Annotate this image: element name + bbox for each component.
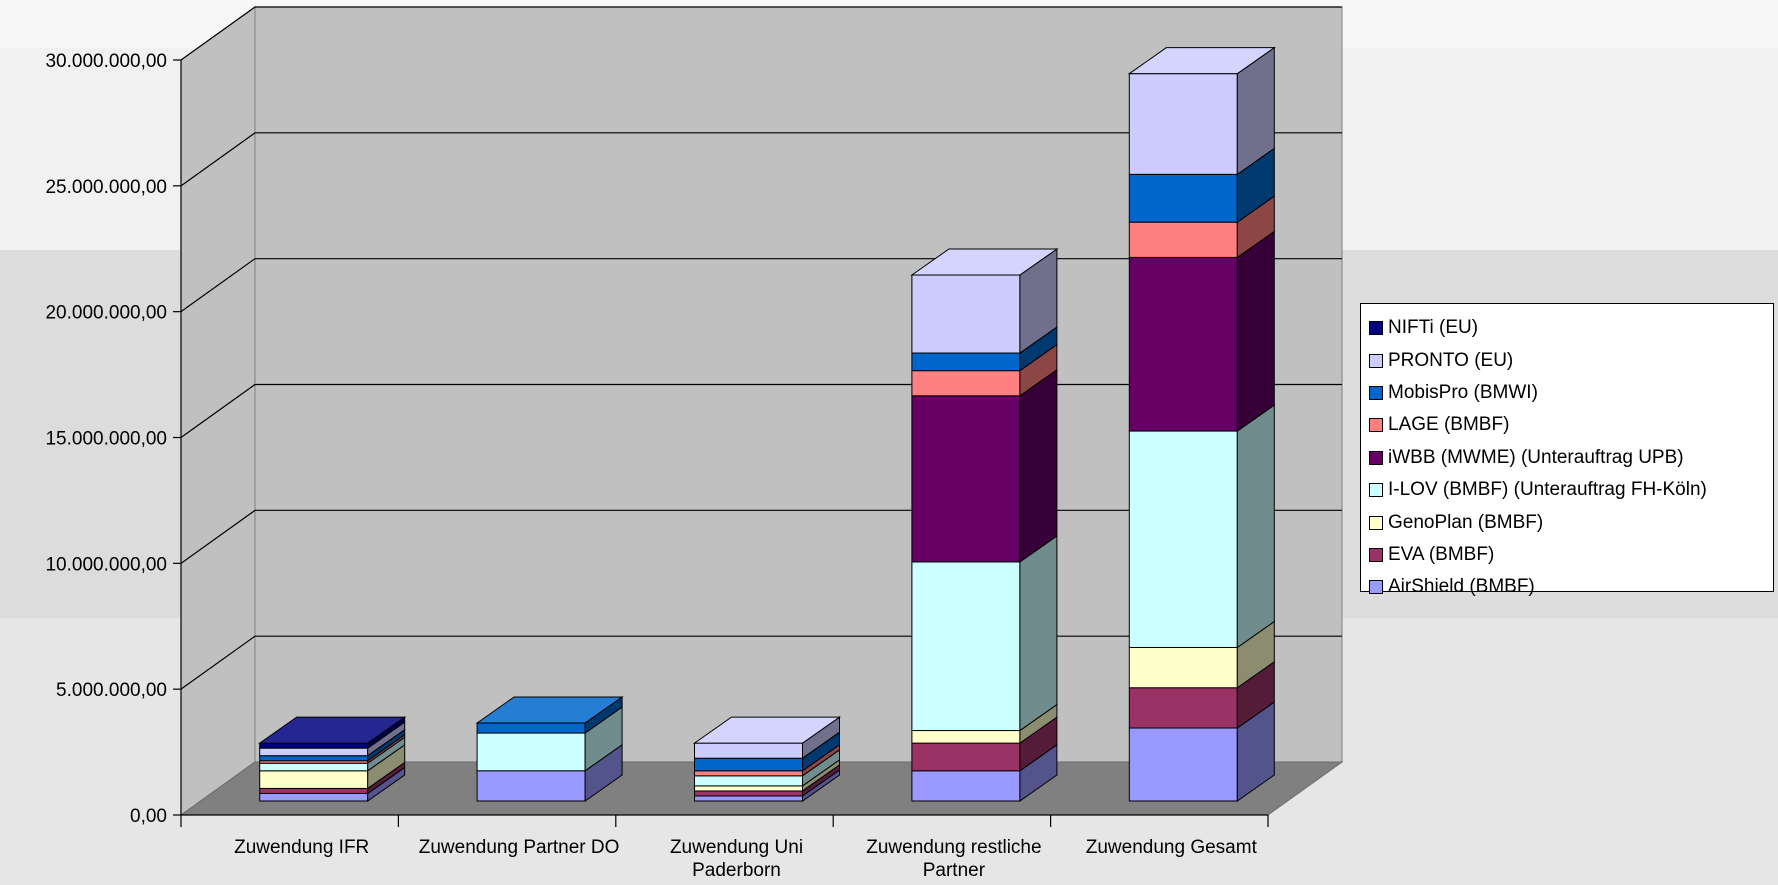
- legend-swatch: [1369, 418, 1383, 433]
- legend-item: GenoPlan (BMBF): [1361, 506, 1773, 538]
- bar-1-series-0-front: [476, 770, 586, 802]
- bar-2-series-1-front: [694, 790, 803, 797]
- chart-legend: NIFTi (EU) PRONTO (EU) MobisPro (BMWI) LAGE…: [1360, 303, 1774, 597]
- category-label-1: Zuwendung Partner DO: [419, 837, 620, 858]
- legend-item: NIFTi (EU): [1361, 312, 1773, 344]
- bar-2-series-0-front: [694, 795, 803, 802]
- legend-item: AirShield (BMBF): [1361, 571, 1773, 603]
- legend-label: MobisPro (BMWI): [1388, 381, 1538, 403]
- legend-item: MobisPro (BMWI): [1361, 377, 1773, 409]
- bar-4-series-2-front: [1128, 646, 1238, 689]
- bar-3-series-2-front: [911, 730, 1021, 744]
- bar-2-series-7-front: [694, 742, 803, 759]
- legend-swatch: [1369, 385, 1383, 400]
- category-label-2: Zuwendung Uni Paderborn: [670, 837, 803, 881]
- y-tick-label-0: 0,00: [130, 806, 167, 827]
- legend-swatch: [1369, 450, 1383, 465]
- bar-4-series-3-front: [1128, 430, 1238, 648]
- bar-4-series-0-front: [1128, 727, 1238, 802]
- bar-1-series-6-front: [476, 722, 586, 734]
- bar-4-series-7-front: [1128, 73, 1238, 175]
- legend-label: I-LOV (BMBF) (Unterauftrag FH-Köln): [1388, 479, 1707, 501]
- legend-label: NIFTi (EU): [1388, 317, 1479, 339]
- legend-label: PRONTO (EU): [1388, 349, 1514, 371]
- bar-1-series-3-front: [476, 732, 586, 772]
- legend-label: iWBB (MWME) (Unterauftrag UPB): [1388, 446, 1684, 468]
- bar-0-series-1-front: [259, 787, 369, 794]
- bar-2-series-3-front: [694, 775, 803, 787]
- bar-2-series-5-front: [694, 770, 803, 777]
- legend-label: EVA (BMBF): [1388, 543, 1495, 565]
- bar-0-series-2-front: [259, 770, 369, 789]
- bar-3-series-0-front: [911, 770, 1021, 802]
- legend-label: AirShield (BMBF): [1388, 576, 1535, 598]
- y-tick-label-5: 25.000.000,00: [45, 177, 167, 198]
- bar-3-series-4-front: [911, 395, 1021, 563]
- legend-item: LAGE (BMBF): [1361, 409, 1773, 441]
- bar-3-series-5-front: [911, 370, 1021, 397]
- y-tick-label-1: 5.000.000,00: [56, 680, 167, 701]
- legend-item: iWBB (MWME) (Unterauftrag UPB): [1361, 442, 1773, 474]
- bar-4-series-4-front: [1128, 256, 1238, 432]
- gridline-6: [180, 6, 1342, 61]
- category-label-4: Zuwendung Gesamt: [1086, 837, 1258, 858]
- bar-0-series-8-front: [259, 742, 369, 749]
- legend-swatch: [1369, 580, 1383, 595]
- bar-2-top-face: [692, 716, 842, 744]
- y-tick-label-4: 20.000.000,00: [45, 303, 167, 324]
- bar-0-top-face: [258, 716, 407, 744]
- bar-4-series-3-side: [1236, 404, 1275, 649]
- bar-3-series-7-front: [911, 274, 1021, 354]
- legend-label: GenoPlan (BMBF): [1388, 511, 1544, 533]
- category-label-0: Zuwendung IFR: [234, 837, 369, 858]
- legend-swatch: [1369, 547, 1383, 562]
- bar-3-series-4-side: [1019, 368, 1058, 563]
- legend-swatch: [1369, 353, 1383, 368]
- gridline-5: [180, 132, 1342, 187]
- legend-swatch: [1369, 515, 1383, 530]
- legend-item: PRONTO (EU): [1361, 344, 1773, 376]
- y-tick-label-2: 10.000.000,00: [45, 554, 167, 575]
- bar-0-series-0-front: [259, 792, 369, 802]
- bar-4-series-6-front: [1128, 173, 1238, 223]
- bar-3-series-3-front: [911, 561, 1021, 732]
- category-label-3: Zuwendung restliche Partner: [866, 837, 1041, 881]
- bar-4-series-1-front: [1128, 687, 1238, 729]
- bar-4-series-4-side: [1236, 230, 1275, 433]
- bar-1-top-face: [475, 696, 624, 724]
- bar-4-top-face: [1127, 47, 1276, 75]
- bar-3-top-face: [910, 248, 1059, 276]
- y-tick-label-6: 30.000.000,00: [45, 51, 167, 72]
- bar-2-series-2-front: [694, 785, 803, 792]
- bar-3-series-1-front: [911, 742, 1021, 772]
- legend-swatch: [1369, 321, 1383, 336]
- bar-3-series-3-side: [1019, 534, 1058, 732]
- bar-0-series-6-front: [259, 755, 369, 762]
- legend-label: LAGE (BMBF): [1388, 414, 1510, 436]
- legend-swatch: [1369, 483, 1383, 498]
- legend-item: EVA (BMBF): [1361, 539, 1773, 571]
- bar-3-series-6-front: [911, 352, 1021, 372]
- bar-0-series-3-front: [259, 762, 369, 772]
- bar-4-series-5-front: [1128, 221, 1238, 258]
- bar-0-series-7-front: [259, 747, 369, 757]
- legend-item: I-LOV (BMBF) (Unterauftrag FH-Köln): [1361, 474, 1773, 506]
- y-tick-label-3: 15.000.000,00: [45, 429, 167, 450]
- bar-2-series-6-front: [694, 757, 803, 772]
